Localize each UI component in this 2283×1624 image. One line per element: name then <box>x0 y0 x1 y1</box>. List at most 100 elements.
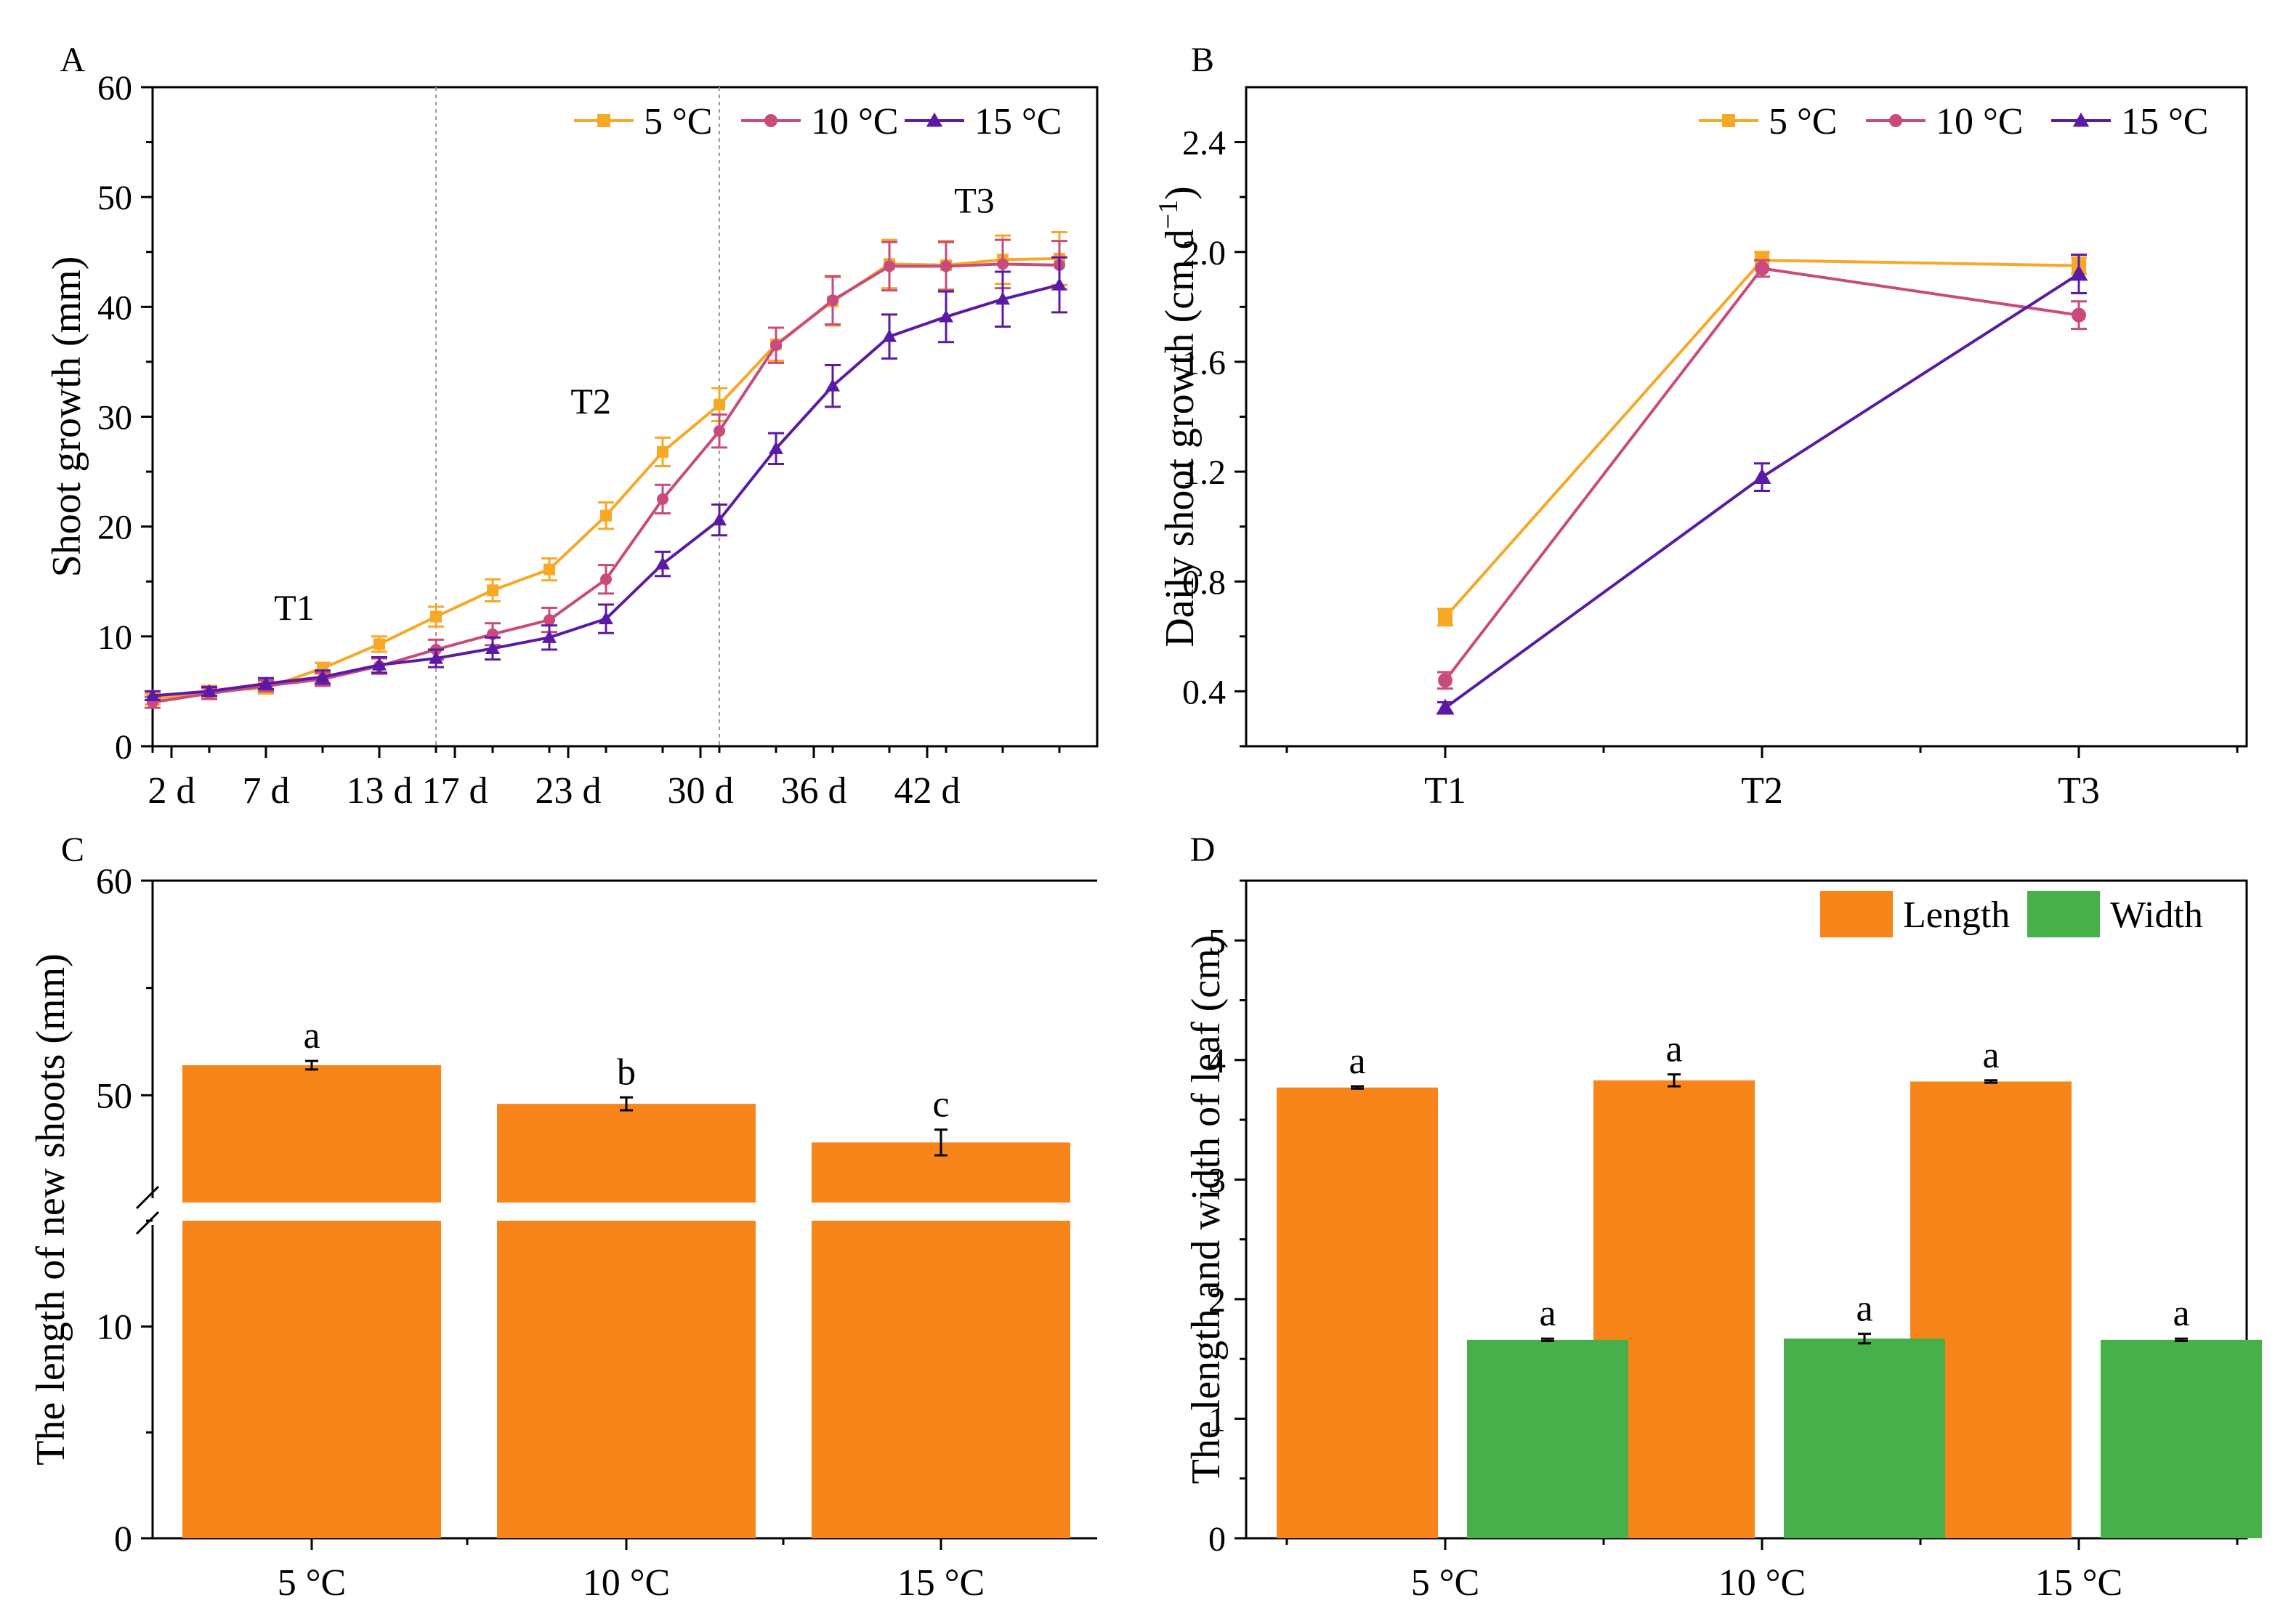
data-point <box>882 329 897 342</box>
x-tick-label: 30 d <box>668 770 734 812</box>
y-tick-label: 3 <box>1208 1161 1226 1200</box>
data-point <box>940 260 952 272</box>
y-tick-label: 2.4 <box>1182 124 1226 163</box>
y-tick-label: 50 <box>97 179 132 217</box>
y-axis-label-main: Daily shoot growth (cm d <box>1157 229 1203 647</box>
y-axis-label: The length and width of leaf (cm) <box>1184 935 1229 1484</box>
y-tick-label: 2.0 <box>1182 234 1226 272</box>
data-point <box>373 638 385 650</box>
data-point <box>769 441 783 454</box>
y-tick-label: 0 <box>114 1518 132 1559</box>
bar-width <box>1784 1338 1945 1538</box>
x-tick-label: 5 °C <box>1411 1562 1479 1604</box>
data-point <box>997 258 1009 270</box>
panel-letter-c: C <box>61 831 84 869</box>
data-point <box>599 611 613 625</box>
bar-length <box>1277 1087 1438 1538</box>
y-tick-label: 10 <box>97 618 132 657</box>
legend-label: 10 °C <box>1936 101 2023 142</box>
legend-marker <box>926 112 943 127</box>
legend-marker <box>1889 114 1902 127</box>
y-tick-label: 1.6 <box>1182 344 1226 382</box>
data-point <box>600 573 612 586</box>
bar-width <box>2101 1339 2262 1538</box>
phase-label: T2 <box>570 381 611 421</box>
y-tick-label: 2 <box>1208 1281 1226 1320</box>
data-point <box>1436 698 1455 715</box>
y-axis-label: Daily shoot growth (cm d−1) <box>1153 186 1203 647</box>
panel-letter-b: B <box>1191 41 1214 79</box>
y-tick-label: 50 <box>96 1075 132 1115</box>
x-tick-label: 5 °C <box>278 1562 346 1604</box>
x-tick-label: 15 °C <box>2035 1562 2122 1604</box>
data-point <box>657 445 668 458</box>
axis-break-mark <box>135 1211 160 1235</box>
data-point <box>202 684 217 697</box>
x-tick-label: T1 <box>1424 770 1466 812</box>
data-point <box>1438 673 1452 688</box>
data-point <box>1438 610 1452 625</box>
legend-swatch <box>1820 891 1893 937</box>
legend-marker <box>597 114 610 127</box>
bar-lower <box>497 1221 756 1538</box>
data-point <box>485 641 500 654</box>
y-tick-label: 60 <box>97 69 132 108</box>
y-tick-label: 0 <box>1208 1520 1226 1559</box>
y-tick-label: 30 <box>97 399 132 437</box>
y-axis-label-superscript: −1 <box>1153 200 1184 229</box>
bar-lower <box>812 1221 1070 1538</box>
y-axis-label: The length of new shoots (mm) <box>28 953 73 1466</box>
legend-marker <box>2072 112 2090 127</box>
phase-label: T3 <box>954 179 995 220</box>
x-tick-label: T2 <box>1741 770 1783 812</box>
y-tick-label: 40 <box>97 288 132 327</box>
data-point <box>2072 307 2086 323</box>
significance-label: a <box>2173 1293 2189 1334</box>
data-point <box>487 584 498 597</box>
legend-label: 15 °C <box>2121 101 2208 142</box>
error-bar <box>620 1096 633 1112</box>
error-bar <box>305 1059 318 1071</box>
x-tick-label: T3 <box>2058 770 2100 812</box>
significance-label: a <box>1856 1288 1872 1330</box>
data-point <box>600 509 612 522</box>
error-bar <box>1351 1085 1364 1090</box>
error-bar <box>2175 1337 2188 1342</box>
legend-label: Width <box>2110 894 2203 936</box>
significance-label: b <box>617 1051 636 1093</box>
y-tick-label: 1 <box>1208 1400 1226 1439</box>
bar-upper <box>497 1104 756 1203</box>
x-tick-label: 2 d <box>148 770 195 812</box>
legend-label: 5 °C <box>1769 101 1837 142</box>
y-axis-label-end: ) <box>1157 186 1203 200</box>
legend-label: 10 °C <box>811 101 898 142</box>
bar-lower <box>182 1221 441 1538</box>
phase-label: T1 <box>274 587 315 628</box>
legend-label: Length <box>1903 894 2010 936</box>
series-line-0 <box>1444 259 2080 618</box>
data-point <box>884 260 895 272</box>
panel-letter-d: D <box>1190 831 1216 869</box>
y-tick-label: 5 <box>1208 922 1226 961</box>
data-point <box>430 610 442 623</box>
x-tick-label: 7 d <box>243 770 290 812</box>
y-tick-label: 0 <box>115 728 132 767</box>
data-point <box>372 658 387 671</box>
significance-label: a <box>1982 1035 1999 1076</box>
data-point <box>429 651 443 664</box>
data-point <box>542 630 557 643</box>
legend-marker <box>1722 114 1735 127</box>
data-point <box>2069 264 2088 281</box>
error-bar <box>1984 1079 1997 1084</box>
x-tick-label: 10 °C <box>583 1562 670 1604</box>
x-tick-label: 15 °C <box>897 1562 985 1604</box>
data-point <box>657 493 668 505</box>
legend-marker <box>764 114 777 127</box>
significance-label: a <box>1349 1041 1365 1082</box>
data-point <box>1052 278 1067 291</box>
data-point <box>827 294 839 307</box>
significance-label: a <box>303 1015 320 1057</box>
series-line-1 <box>152 262 1060 704</box>
panel-letter-a: A <box>60 41 86 79</box>
